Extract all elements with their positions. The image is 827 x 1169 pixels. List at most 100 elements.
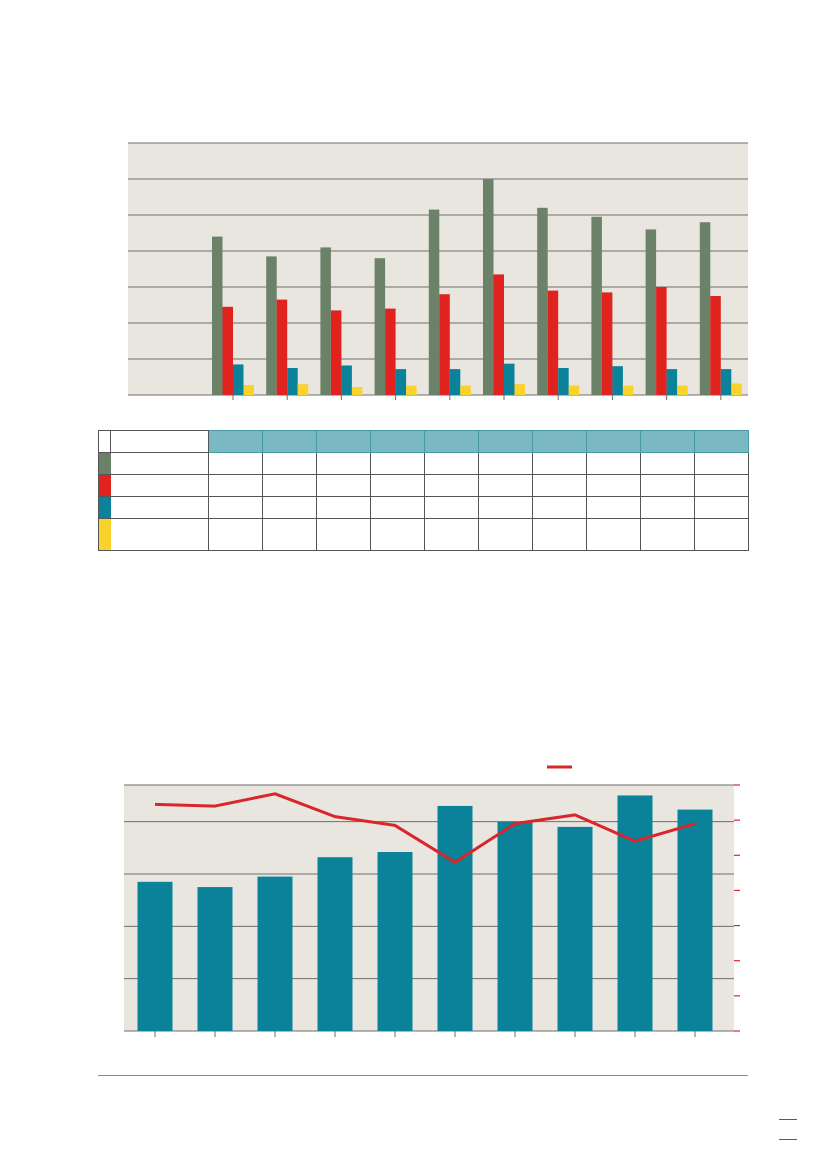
legend-cell <box>532 452 587 475</box>
chart-1-bar <box>406 385 417 395</box>
chart-2-bar <box>497 821 533 1031</box>
chart-1-bar <box>645 229 657 395</box>
chart-1-bar <box>666 369 678 395</box>
legend-cell <box>586 496 641 519</box>
legend-cell <box>424 496 479 519</box>
chart-1-bar <box>699 222 711 395</box>
legend-cell <box>208 474 263 497</box>
legend-table-year <box>370 430 425 453</box>
legend-cell <box>640 452 695 475</box>
legend-cell <box>208 496 263 519</box>
legend-cell <box>208 518 263 551</box>
legend-table-year <box>694 430 749 453</box>
chart-1-bar <box>266 256 277 395</box>
legend-cell <box>370 474 425 497</box>
chart-2-right-axis-ticks <box>734 784 740 1032</box>
chart-2-bar <box>137 881 173 1031</box>
legend-cell <box>532 518 587 551</box>
chart-1-bar <box>601 292 613 395</box>
chart-1-bar <box>710 296 721 395</box>
legend-table-header-label <box>110 430 209 453</box>
chart-1-bar <box>504 363 515 395</box>
legend-cell <box>424 518 479 551</box>
chart-1-bar <box>547 290 559 395</box>
chart-1-bar <box>622 385 634 395</box>
legend-cell <box>586 474 641 497</box>
chart-2-bar <box>197 887 233 1031</box>
legend-table-header-row <box>98 430 749 453</box>
legend-cell <box>424 452 479 475</box>
chart-2-bar <box>617 795 653 1031</box>
legend-cell <box>370 518 425 551</box>
chart-1-bar <box>374 258 386 395</box>
legend-cell <box>694 496 749 519</box>
chart-1-bar <box>656 287 667 395</box>
chart-1 <box>128 142 748 400</box>
chart-1-bar <box>330 310 342 395</box>
legend-cell <box>262 474 317 497</box>
legend-cell <box>424 474 479 497</box>
legend-row-label <box>110 474 209 497</box>
legend-cell <box>370 496 425 519</box>
chart-1-bar <box>483 179 494 395</box>
legend-table-year <box>586 430 641 453</box>
chart-1-bars <box>212 179 742 395</box>
legend-cell <box>316 452 371 475</box>
legend-swatch <box>98 452 111 475</box>
chart-1-bar <box>212 236 223 395</box>
chart-1-bar <box>677 385 688 395</box>
chart-1-bar <box>568 385 580 395</box>
legend-table-year <box>262 430 317 453</box>
chart-2-bar <box>377 851 413 1031</box>
legend-cell <box>640 496 695 519</box>
legend-table-row <box>98 496 749 519</box>
chart-1-bar <box>297 384 309 395</box>
legend-cell <box>694 474 749 497</box>
chart-1-bar <box>287 368 298 395</box>
chart-1-bar <box>449 369 461 395</box>
legend-table-year <box>478 430 533 453</box>
legend-table-year <box>640 430 695 453</box>
legend-cell <box>532 496 587 519</box>
chart-1-bar <box>428 209 440 395</box>
legend-cell <box>640 474 695 497</box>
chart-1-bar <box>591 216 602 395</box>
legend-row-label <box>110 518 209 551</box>
chart-1-x-ticks <box>232 395 722 400</box>
chart-2-bar <box>257 876 293 1031</box>
legend-table-year <box>316 430 371 453</box>
legend-cell <box>370 452 425 475</box>
legend-table-row <box>98 518 749 551</box>
legend-table-year <box>424 430 479 453</box>
chart-1-bar <box>514 384 525 395</box>
legend-swatch <box>98 474 111 497</box>
chart-1-bar <box>460 385 471 395</box>
chart-1-bar <box>612 366 623 395</box>
chart-1-bar <box>320 247 331 395</box>
chart-1-bar <box>385 308 396 395</box>
legend-cell <box>694 518 749 551</box>
legend-cell <box>694 452 749 475</box>
legend-cell <box>478 518 533 551</box>
chart-1-bar <box>720 369 732 395</box>
chart-1-bar <box>395 369 407 395</box>
chart-1-bar <box>341 365 352 395</box>
legend-cell <box>208 452 263 475</box>
chart-2-x-ticks <box>154 1031 696 1037</box>
legend-row-label <box>110 452 209 475</box>
chart-2-bar <box>437 805 473 1031</box>
chart-2-bar <box>677 809 713 1031</box>
legend-cell <box>316 474 371 497</box>
legend-cell <box>316 518 371 551</box>
legend-cell <box>586 518 641 551</box>
legend-cell <box>532 474 587 497</box>
legend-swatch <box>98 518 111 551</box>
legend-cell <box>262 452 317 475</box>
legend-cell <box>262 496 317 519</box>
legend-cell <box>316 496 371 519</box>
chart-1-bar <box>233 364 244 395</box>
chart-1-bar <box>537 207 548 395</box>
legend-cell <box>640 518 695 551</box>
legend-cell <box>478 452 533 475</box>
chart-1-bar <box>493 274 504 395</box>
